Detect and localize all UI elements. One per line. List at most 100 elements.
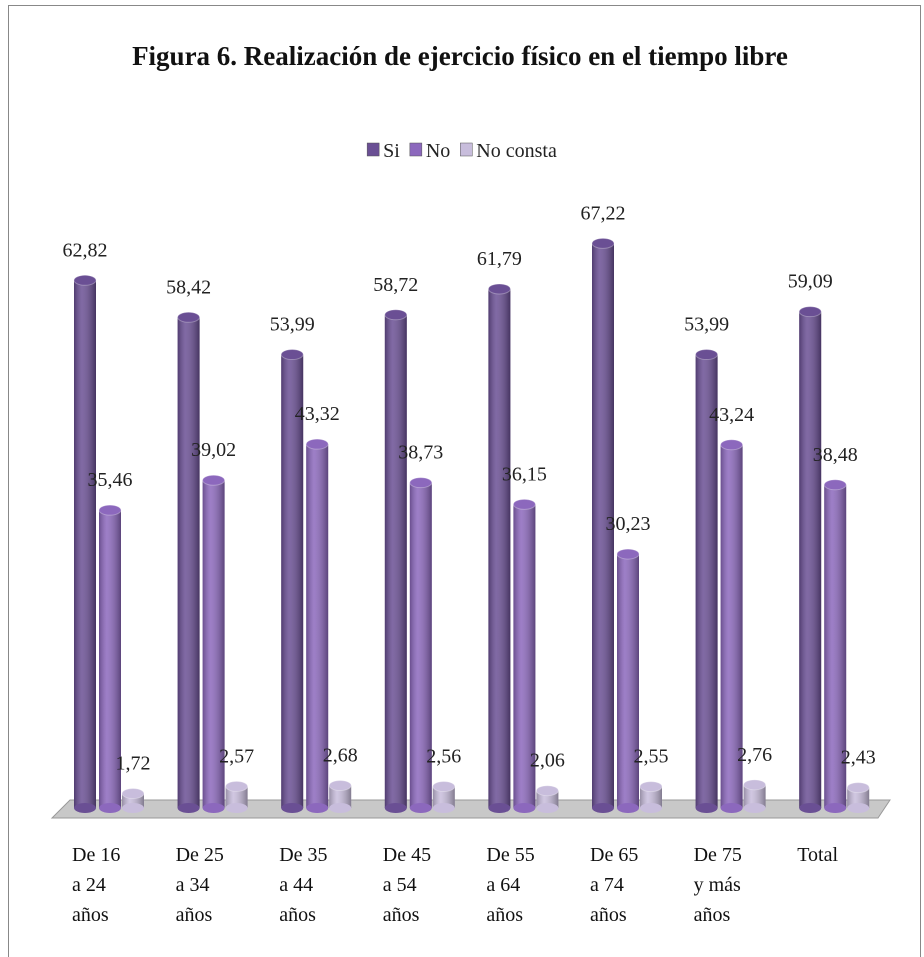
floor [50, 799, 891, 819]
bar-bottom [177, 803, 200, 813]
bar-shade [177, 317, 200, 808]
data-label: 38,48 [813, 444, 858, 466]
x-tick-label: De 16 a 24 años [72, 844, 121, 926]
bar-bottom [384, 803, 407, 813]
bar-top [616, 548, 640, 560]
bar-top [280, 348, 304, 360]
bar-shade [743, 784, 766, 808]
data-label: 61,79 [477, 248, 522, 270]
bar-top [823, 479, 847, 491]
x-tick-label: De 25 a 34 años [175, 844, 224, 926]
bar [432, 780, 456, 813]
bar-shade [513, 504, 536, 808]
legend-swatch [409, 142, 423, 157]
bar-shade [281, 354, 304, 808]
bar-shade [488, 288, 511, 808]
bar-bottom [743, 803, 766, 813]
bar [720, 439, 744, 813]
bar-shade [799, 311, 822, 808]
bar-bottom [281, 803, 304, 813]
legend-label: Si [383, 140, 400, 162]
bar [743, 779, 767, 813]
data-label: 2,76 [737, 744, 772, 766]
bar-bottom [695, 803, 718, 813]
bar-shade [695, 354, 718, 808]
bar [305, 438, 329, 813]
data-label: 1,72 [116, 753, 151, 775]
bar-shade [74, 280, 96, 808]
data-label: 53,99 [684, 313, 729, 335]
bar-bottom [799, 803, 822, 813]
bar-top [328, 779, 352, 791]
bar-top [695, 348, 719, 360]
bar-top [177, 311, 201, 323]
bar-top [409, 477, 433, 489]
bar-bottom [536, 803, 559, 813]
x-tick-label: De 35 a 44 años [279, 844, 328, 926]
bar [409, 477, 433, 813]
bar-bottom [432, 803, 455, 813]
bar-shade [640, 786, 662, 808]
bar-shade [384, 314, 407, 808]
bar-shade [99, 510, 121, 808]
bar [512, 498, 536, 813]
bar [225, 780, 249, 813]
bar-shade [202, 480, 225, 808]
data-label: 43,32 [295, 403, 340, 425]
bar-shade [225, 786, 248, 808]
data-label: 58,42 [166, 276, 211, 298]
bar [798, 306, 822, 813]
data-label: 53,99 [270, 313, 315, 335]
bar-top [591, 237, 615, 249]
bar-shade [847, 787, 870, 808]
bar-shade [592, 243, 614, 809]
bar-bottom [640, 803, 662, 813]
bar [202, 474, 226, 813]
bar-bottom [617, 803, 639, 813]
x-tick-label: Total [797, 844, 838, 866]
bar-top [535, 785, 559, 797]
bar [639, 781, 663, 813]
bar [823, 479, 847, 813]
bar-bottom [202, 803, 225, 813]
bar-bottom [824, 803, 847, 813]
bar-bottom [225, 803, 248, 813]
data-label: 2,55 [634, 746, 669, 768]
bar [535, 785, 559, 813]
data-label: 67,22 [581, 202, 626, 224]
bar-bottom [592, 803, 614, 813]
bar-shade [409, 482, 432, 808]
bar [73, 274, 97, 813]
x-tick-label: De 65 a 74 años [590, 844, 639, 926]
frame [8, 5, 921, 957]
bar-top [432, 780, 456, 792]
bar-top [846, 782, 870, 794]
x-tick-label: De 55 a 64 años [486, 844, 535, 926]
bar [487, 283, 511, 813]
bar [328, 779, 352, 813]
bar-bottom [513, 803, 536, 813]
data-label: 43,24 [709, 404, 754, 426]
bar [98, 504, 122, 813]
bar-top [225, 780, 249, 792]
data-label: 35,46 [88, 469, 133, 491]
bar-top [720, 439, 744, 451]
bar-bottom [488, 803, 511, 813]
bar [695, 348, 719, 813]
bar-top [98, 504, 122, 516]
bar [384, 309, 408, 813]
bar-shade [720, 444, 743, 808]
x-tick-label: De 45 a 54 años [382, 844, 432, 926]
bar [591, 237, 615, 813]
bar-shade [432, 786, 455, 808]
bar-bottom [329, 803, 352, 813]
data-label: 39,02 [191, 439, 236, 461]
data-label: 58,72 [373, 274, 418, 296]
data-label: 2,57 [219, 745, 254, 767]
bar-shade [329, 785, 352, 808]
data-label: 62,82 [63, 239, 108, 261]
bar-top [487, 283, 511, 295]
data-label: 38,73 [398, 442, 443, 464]
